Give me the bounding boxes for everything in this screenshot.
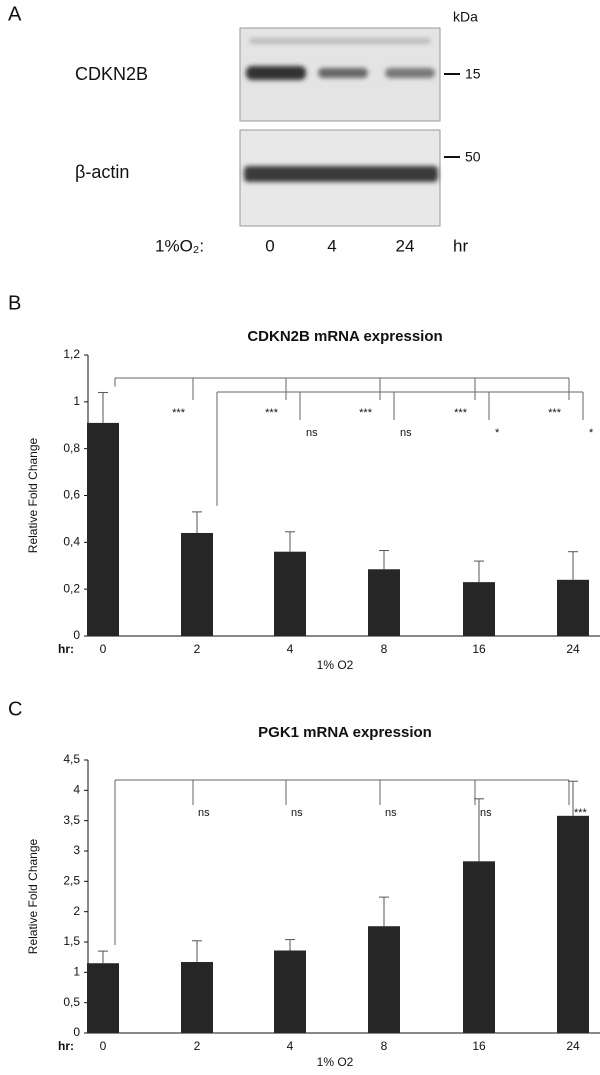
bar <box>463 861 495 1033</box>
lane-label: 4 <box>327 236 336 255</box>
bands <box>244 38 438 182</box>
x-axis-label: 1% O2 <box>317 1055 354 1069</box>
x-tick-label: 4 <box>287 642 294 656</box>
x-tick-label: 16 <box>472 642 486 656</box>
bar <box>463 582 495 636</box>
y-tick-label: 3 <box>73 843 80 857</box>
bar <box>368 926 400 1033</box>
chart-title: PGK1 mRNA expression <box>258 724 432 741</box>
x-tick-label: 2 <box>194 1039 201 1053</box>
significance: ns <box>400 427 412 439</box>
significance: * <box>495 427 500 439</box>
bar <box>87 422 119 636</box>
x-tick-label: 0 <box>100 1039 107 1053</box>
y-tick-label: 1,5 <box>63 934 80 948</box>
significance: ns <box>385 807 397 819</box>
bar <box>274 551 306 636</box>
significance: *** <box>574 807 588 819</box>
significance: *** <box>454 407 468 419</box>
y-tick-label: 3,5 <box>63 813 80 827</box>
lane-unit: hr <box>453 236 468 255</box>
chart-title: CDKN2B mRNA expression <box>247 328 442 345</box>
significance: ns <box>306 427 318 439</box>
y-tick-label: 0,8 <box>63 441 80 455</box>
significance: ns <box>198 807 210 819</box>
x-axis-label: 1% O2 <box>317 658 354 672</box>
significance: ns <box>480 807 492 819</box>
significance: *** <box>548 407 562 419</box>
significance: *** <box>172 407 186 419</box>
y-tick-label: 1 <box>73 394 80 408</box>
y-tick-label: 2,5 <box>63 874 80 888</box>
lane-label: 0 <box>265 236 274 255</box>
x-tick-label: 8 <box>381 1039 388 1053</box>
condition-label: 1%O₂: <box>155 236 204 255</box>
bar <box>274 950 306 1033</box>
bar <box>181 962 213 1033</box>
y-tick-label: 0 <box>73 1025 80 1039</box>
y-tick-label: 0,5 <box>63 995 80 1009</box>
x-tick-label: 24 <box>566 642 580 656</box>
marker-label: 15 <box>465 66 481 82</box>
significance: *** <box>359 407 373 419</box>
y-tick-label: 0 <box>73 628 80 642</box>
lane-label: 24 <box>396 236 415 255</box>
y-axis-label: Relative Fold Change <box>26 838 40 954</box>
row-label: CDKN2B <box>75 64 148 84</box>
x-tick-label: 0 <box>100 642 107 656</box>
bar <box>557 815 589 1033</box>
y-tick-label: 0,4 <box>63 535 80 549</box>
panel-label: A <box>8 3 22 25</box>
row-label: β-actin <box>75 162 129 182</box>
significance: ns <box>291 807 303 819</box>
panel-label: C <box>8 698 22 720</box>
y-tick-label: 4,5 <box>63 752 80 766</box>
bar <box>557 579 589 636</box>
significance: *** <box>265 407 279 419</box>
x-tick-label: 8 <box>381 642 388 656</box>
significance: * <box>589 427 594 439</box>
y-tick-label: 0,6 <box>63 488 80 502</box>
y-tick-label: 1,2 <box>63 347 80 361</box>
x-tick-label: 16 <box>472 1039 486 1053</box>
y-tick-label: 0,2 <box>63 581 80 595</box>
x-tick-label: 2 <box>194 642 201 656</box>
panel-label: B <box>8 292 21 314</box>
y-axis-label: Relative Fold Change <box>26 437 40 553</box>
x-prefix: hr: <box>58 1039 74 1053</box>
y-tick-label: 2 <box>73 904 80 918</box>
y-tick-label: 4 <box>73 783 80 797</box>
unit-label: kDa <box>453 9 478 25</box>
bar <box>87 963 119 1033</box>
bar <box>368 569 400 636</box>
x-tick-label: 4 <box>287 1039 294 1053</box>
bar <box>181 532 213 636</box>
marker-label: 50 <box>465 149 481 165</box>
x-prefix: hr: <box>58 642 74 656</box>
y-tick-label: 1 <box>73 965 80 979</box>
x-tick-label: 24 <box>566 1039 580 1053</box>
